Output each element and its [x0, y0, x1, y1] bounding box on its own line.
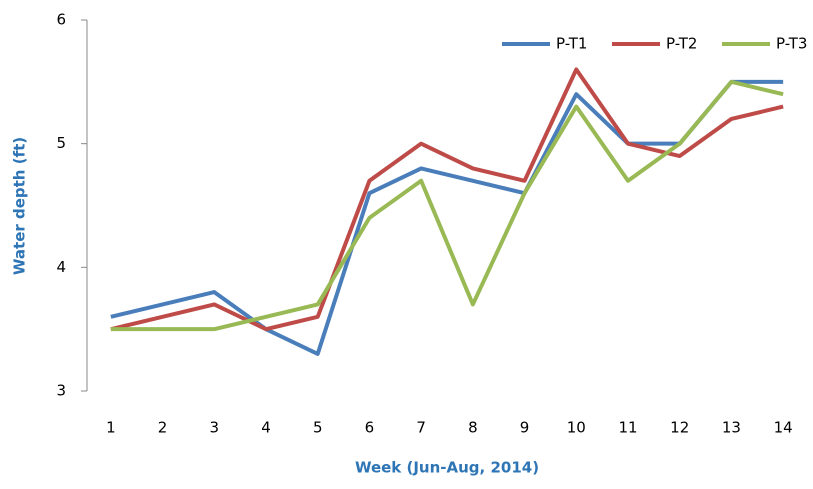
legend-label: P-T1	[556, 35, 587, 53]
x-tick-label: 5	[313, 419, 323, 437]
x-tick-label: 14	[774, 419, 793, 437]
y-tick-label: 4	[56, 258, 66, 276]
y-tick-label: 5	[56, 134, 66, 152]
series-line	[110, 79, 784, 356]
y-tick-label: 6	[56, 11, 66, 29]
series-line	[110, 67, 784, 332]
x-tick-label: 3	[210, 419, 220, 437]
x-tick-label: 8	[468, 419, 478, 437]
x-axis-title: Week (Jun-Aug, 2014)	[355, 459, 539, 477]
legend-label: P-T3	[776, 35, 807, 53]
legend-label: P-T2	[666, 35, 697, 53]
x-tick-label: 4	[261, 419, 271, 437]
y-axis-title: Water depth (ft)	[11, 137, 29, 275]
x-tick-label: 2	[158, 419, 168, 437]
x-tick-label: 1	[106, 419, 116, 437]
series-line	[110, 79, 784, 332]
x-tick-label: 12	[670, 419, 689, 437]
y-tick-label: 3	[56, 382, 66, 400]
x-tick-label: 9	[520, 419, 530, 437]
x-tick-label: 7	[416, 419, 426, 437]
x-tick-label: 10	[567, 419, 586, 437]
x-tick-label: 6	[365, 419, 375, 437]
x-tick-label: 13	[722, 419, 741, 437]
x-tick-label: 11	[618, 419, 637, 437]
